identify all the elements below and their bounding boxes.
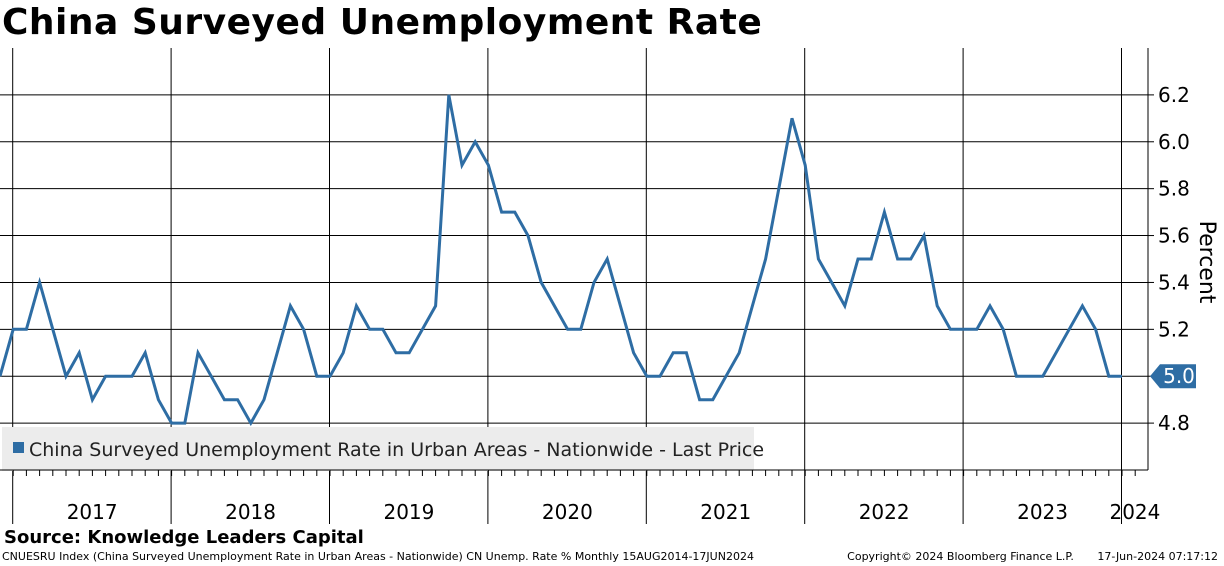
x-tick-label: 2021 bbox=[700, 500, 751, 524]
x-tick-label: 2019 bbox=[383, 500, 434, 524]
x-tick-label: 2020 bbox=[542, 500, 593, 524]
y-tick-label: 6.2 bbox=[1158, 83, 1190, 107]
y-tick-label: 5.2 bbox=[1158, 317, 1190, 341]
y-tick-label: 5.6 bbox=[1158, 224, 1190, 248]
series-layer bbox=[0, 94, 1122, 427]
y-tick-label: 5.4 bbox=[1158, 270, 1190, 294]
footer-ticker-info: CNUESRU Index (China Surveyed Unemployme… bbox=[2, 550, 754, 563]
x-axis: 2017 2018 2019 2020 2021 2022 2023 2024 bbox=[0, 469, 1160, 524]
source-note: Source: Knowledge Leaders Capital bbox=[4, 527, 364, 548]
chart: China Surveyed Unemployment Rate in Urba… bbox=[0, 48, 1219, 524]
y-axis: 4.85.05.25.45.65.86.06.2 bbox=[1147, 48, 1190, 470]
last-value-box bbox=[1150, 364, 1196, 389]
x-tick-label: 2024 bbox=[1109, 500, 1160, 524]
footer-right: Copyright© 2024 Bloomberg Finance L.P. 1… bbox=[827, 550, 1218, 563]
x-tick-label: 2018 bbox=[225, 500, 276, 524]
legend-box bbox=[2, 427, 754, 471]
x-tick-label: 2022 bbox=[859, 500, 910, 524]
footer-copyright: Copyright© 2024 Bloomberg Finance L.P. bbox=[847, 550, 1074, 563]
footer-date: 17-Jun-2024 07:17:12 bbox=[1097, 550, 1218, 563]
chart-title: China Surveyed Unemployment Rate bbox=[2, 2, 763, 43]
y-tick-label: 5.8 bbox=[1158, 177, 1190, 201]
y-axis-label: Percent bbox=[1194, 221, 1219, 304]
last-value-label: 5.0 bbox=[1163, 364, 1195, 388]
legend-label: China Surveyed Unemployment Rate in Urba… bbox=[29, 439, 764, 461]
series-line bbox=[0, 94, 1122, 427]
horizontal-gridlines bbox=[0, 94, 1148, 424]
x-tick-label: 2023 bbox=[1017, 500, 1068, 524]
x-tick-label: 2017 bbox=[67, 500, 118, 524]
y-tick-label: 6.0 bbox=[1158, 130, 1190, 154]
y-tick-label: 4.8 bbox=[1158, 411, 1190, 435]
last-value-tag: 5.0 bbox=[1150, 364, 1196, 389]
legend-swatch bbox=[13, 442, 24, 453]
